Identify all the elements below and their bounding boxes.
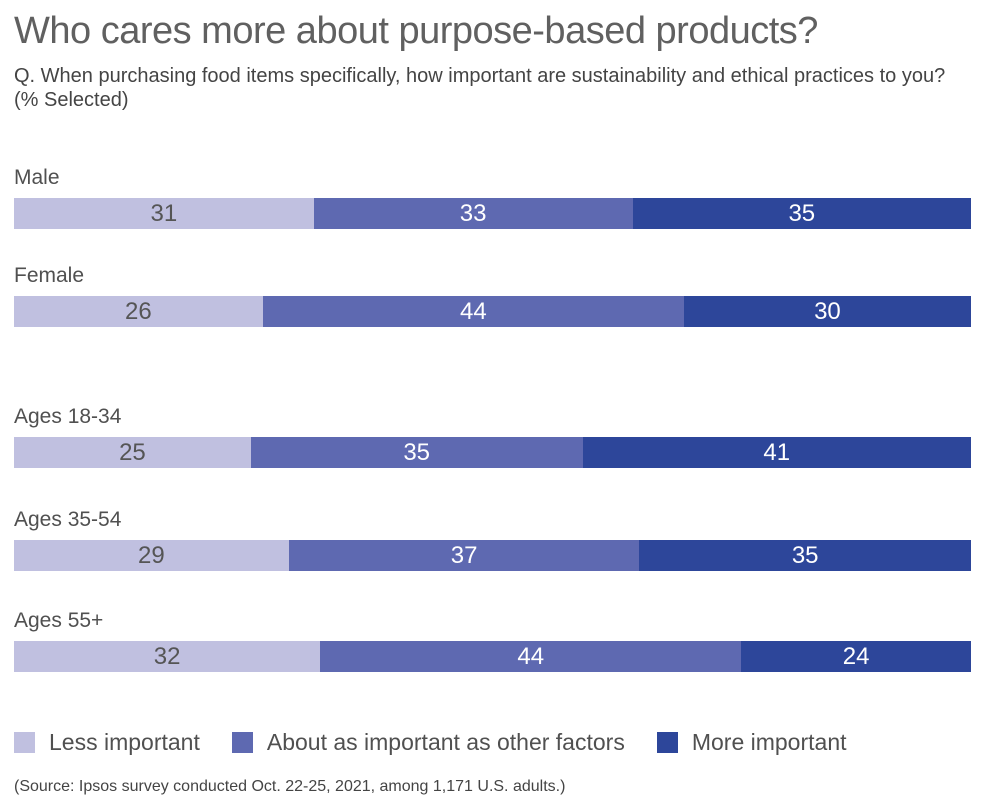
bar-segment: 30	[683, 296, 971, 327]
legend-item: Less important	[14, 729, 200, 756]
category-label: Ages 18-34	[14, 405, 122, 428]
data-label: 30	[814, 297, 841, 325]
legend-swatch	[231, 732, 253, 753]
chart-title: Who cares more about purpose-based produ…	[14, 10, 818, 52]
stacked-bar: 25 35 41	[14, 437, 971, 468]
bar-segment: 31	[14, 198, 314, 229]
data-label: 35	[788, 199, 816, 227]
data-label: 26	[125, 297, 152, 325]
legend-swatch	[656, 732, 678, 753]
data-label: 41	[763, 438, 791, 466]
bar-segment: 26	[14, 296, 263, 327]
bar-segment: 37	[288, 540, 640, 571]
bar-segment: 24	[741, 641, 971, 672]
bar-segment: 44	[320, 641, 742, 672]
data-label: 37	[450, 541, 478, 569]
bar-segment: 35	[639, 540, 971, 571]
bar-segment: 41	[582, 437, 971, 468]
data-label: 29	[138, 541, 165, 569]
stacked-bar: 29 37 35	[14, 540, 971, 571]
legend-swatch	[14, 732, 35, 753]
category-label: Male	[14, 166, 60, 189]
data-label: 25	[119, 438, 146, 466]
data-label: 35	[791, 541, 819, 569]
legend: Less important About as important as othe…	[14, 729, 879, 756]
legend-label: About as important as other factors	[266, 729, 625, 755]
data-label: 35	[403, 438, 431, 466]
bar-segment: 25	[14, 437, 251, 468]
bar-segment: 35	[632, 198, 971, 229]
data-label: 31	[150, 199, 178, 227]
bar-segment: 33	[313, 198, 633, 229]
category-label: Ages 55+	[14, 609, 104, 632]
stacked-bar: 31 33 35	[14, 198, 971, 229]
legend-label: Less important	[49, 729, 200, 755]
data-label: 33	[459, 199, 487, 227]
category-label: Ages 35-54	[14, 508, 122, 531]
bar-segment: 44	[262, 296, 684, 327]
bar-segment: 35	[250, 437, 583, 468]
stacked-bar: 26 44 30	[14, 296, 971, 327]
legend-item: More important	[656, 729, 847, 756]
source-note: (Source: Ipsos survey conducted Oct. 22-…	[14, 778, 566, 795]
stacked-bar: 32 44 24	[14, 641, 971, 672]
category-label: Female	[14, 264, 85, 287]
data-label: 44	[517, 642, 545, 670]
legend-label: More important	[691, 729, 847, 755]
bar-segment: 29	[14, 540, 289, 571]
data-label: 32	[153, 642, 181, 670]
data-label: 24	[842, 642, 870, 670]
legend-item: About as important as other factors	[231, 729, 625, 756]
chart-subtitle: Q. When purchasing food items specifical…	[14, 65, 946, 111]
data-label: 44	[460, 297, 487, 325]
bar-segment: 32	[14, 641, 321, 672]
